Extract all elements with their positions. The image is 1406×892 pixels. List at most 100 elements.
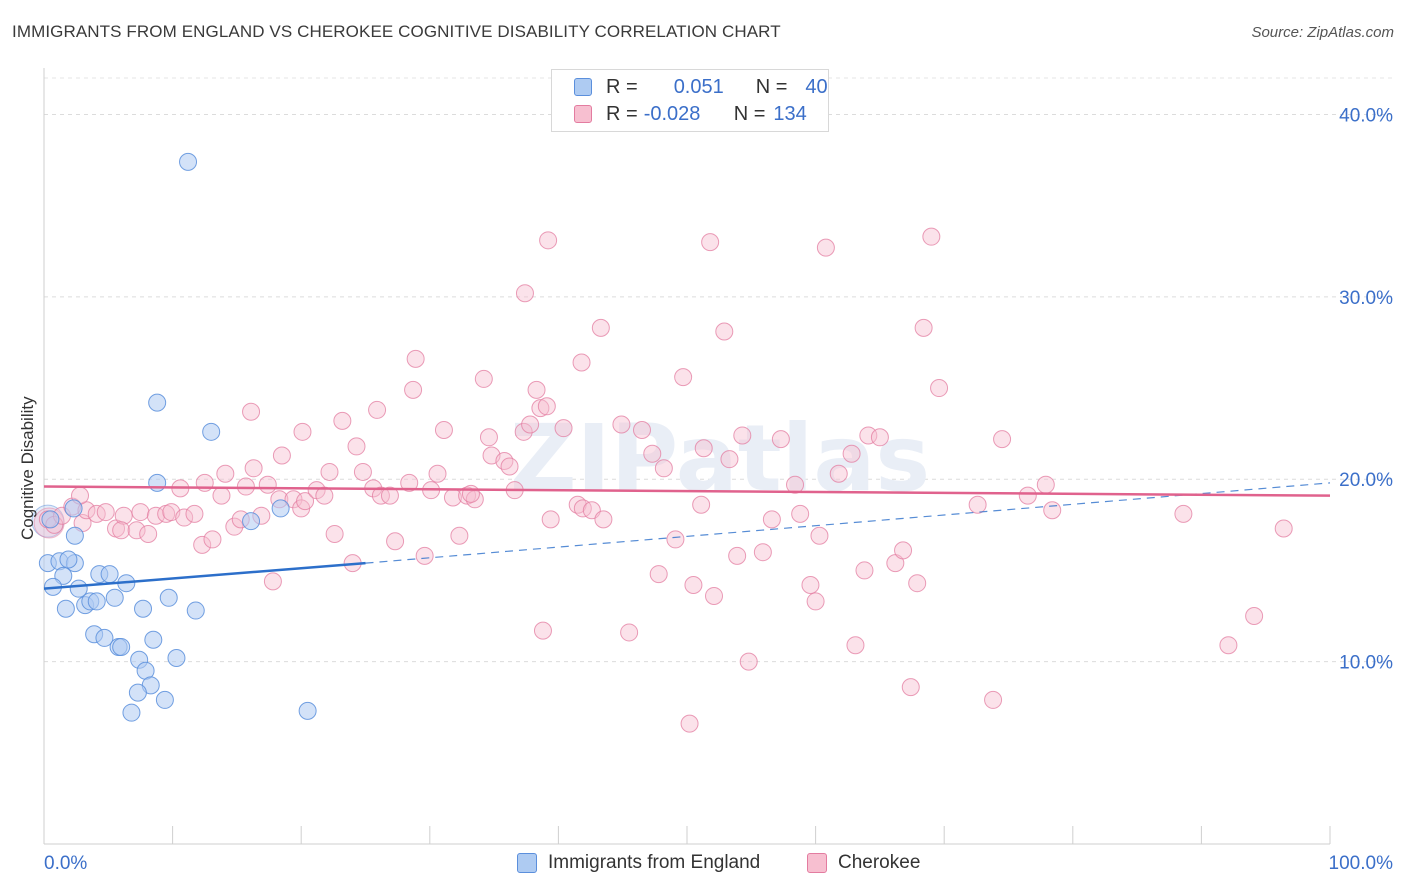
cherokee-point (922, 227, 941, 246)
series-legend-cherokee: Cherokee (807, 852, 920, 874)
cherokee-point (786, 475, 805, 494)
cherokee-point (347, 437, 366, 456)
cherokee-point (612, 415, 631, 434)
cherokee-point (521, 415, 540, 434)
cherokee-point (993, 430, 1012, 449)
cherokee-point (568, 495, 587, 514)
england-point (87, 592, 106, 611)
cherokee-point (461, 484, 480, 503)
cherokee-point (643, 444, 662, 463)
cherokee-point (554, 419, 573, 438)
cherokee-point (591, 318, 610, 337)
cherokee-point (632, 420, 651, 439)
cherokee-point (406, 349, 425, 368)
cherokee-point (371, 486, 390, 505)
legend-swatch-cherokee (574, 105, 592, 123)
cherokee-point (404, 380, 423, 399)
cherokee-point (801, 576, 820, 595)
y-tick-label: 20.0% (1339, 470, 1393, 491)
cherokee-point (680, 714, 699, 733)
cherokee-point (1043, 501, 1062, 520)
cherokee-point (810, 526, 829, 545)
cherokee-point (203, 530, 222, 549)
cherokee-point (684, 576, 703, 595)
legend-r-label: R = (606, 75, 638, 98)
cherokee-point (753, 543, 772, 562)
cherokee-point (434, 420, 453, 439)
legend-row-england: R = 0.051 N = 40 (574, 75, 828, 99)
cherokee-point (739, 652, 758, 671)
cherokee-point (771, 430, 790, 449)
cherokee-point (415, 546, 434, 565)
cherokee-point (572, 353, 591, 372)
tick-labels: 10.0% 20.0% 30.0% 40.0% 0.0% 100.0% (44, 105, 1393, 874)
cherokee-point (1036, 475, 1055, 494)
cherokee-point (400, 473, 419, 492)
cherokee-point (479, 428, 498, 447)
cherokee-point (216, 464, 235, 483)
cherokee-point (654, 459, 673, 478)
cherokee-trend-line (43, 485, 1331, 497)
gridlines (44, 77, 1392, 663)
y-axis-label: Cognitive Disability (18, 396, 37, 540)
england-point (100, 565, 119, 584)
correlation-legend: R = 0.051 N = 40 R = -0.028 N = 134 (551, 69, 829, 132)
cherokee-point (185, 504, 204, 523)
cherokee-point (791, 504, 810, 523)
england-point (144, 630, 163, 649)
cherokee-point (1174, 504, 1193, 523)
cherokee-point (762, 510, 781, 529)
cherokee-point (212, 486, 231, 505)
chart-title: IMMIGRANTS FROM ENGLAND VS CHEROKEE COGN… (12, 22, 781, 41)
cherokee-point (175, 508, 194, 527)
england-point (186, 601, 205, 620)
cherokee-point (806, 592, 825, 611)
england-point (95, 628, 114, 647)
cherokee-point (386, 532, 405, 551)
england-point (148, 393, 167, 412)
cherokee-point (284, 490, 303, 509)
y-tick-label: 40.0% (1339, 105, 1393, 126)
england-point (159, 588, 178, 607)
cherokee-point (258, 475, 277, 494)
y-tick-label: 30.0% (1339, 288, 1393, 309)
england-trend-extension (365, 482, 1331, 564)
cherokee-point (533, 621, 552, 640)
cherokee-point (495, 452, 514, 470)
series-swatch-cherokee (807, 853, 827, 873)
cherokee-point (666, 530, 685, 549)
legend-r-value: -0.028 (643, 102, 701, 125)
cherokee-point (846, 636, 865, 655)
legend-n-label: N = (755, 75, 788, 98)
cherokee-point (541, 510, 560, 529)
cherokee-point (694, 439, 713, 458)
cherokee-point (368, 400, 387, 419)
cherokee-point (1219, 636, 1238, 655)
england-point (105, 588, 124, 607)
cherokee-point (236, 477, 255, 496)
cherokee-point (1018, 486, 1037, 505)
cherokee-point (514, 422, 533, 441)
cherokee-point (131, 503, 150, 522)
cherokee-point (333, 411, 352, 430)
watermark-text: ZIPatlas (510, 405, 930, 512)
cherokee-point (692, 495, 711, 514)
cherokee-point (500, 457, 519, 476)
cherokee-point (515, 284, 534, 303)
cherokee-point (733, 426, 752, 445)
cherokee-point (720, 450, 739, 469)
cherokee-point (1274, 519, 1293, 538)
cherokee-point (263, 572, 282, 591)
england-point (54, 566, 73, 585)
england-point (202, 422, 221, 441)
england-point (167, 648, 186, 667)
cherokee-point (816, 238, 835, 257)
cherokee-point (968, 495, 987, 514)
source-label: Source: ZipAtlas.com (1251, 24, 1394, 41)
cherokee-point (112, 521, 131, 540)
england-point (128, 683, 147, 702)
cherokee-point (701, 233, 720, 252)
cherokee-point (325, 524, 344, 543)
cherokee-point (244, 459, 263, 478)
